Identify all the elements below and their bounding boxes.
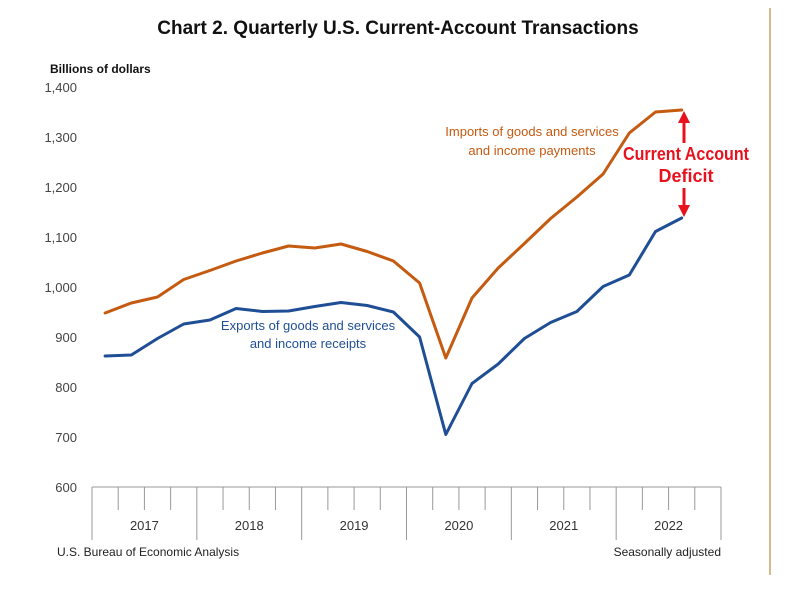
y-tick-label: 1,100 xyxy=(44,230,77,245)
exports-series-label: Exports of goods and services and income… xyxy=(221,318,396,351)
y-tick-label: 800 xyxy=(55,380,77,395)
y-tick-label: 1,000 xyxy=(44,280,77,295)
y-tick-label: 1,200 xyxy=(44,180,77,195)
chart-title: Chart 2. Quarterly U.S. Current-Account … xyxy=(157,18,638,39)
exports-label-line-1: Exports of goods and services xyxy=(221,318,396,333)
x-year-label: 2019 xyxy=(340,518,369,533)
arrow-down-head-icon xyxy=(678,205,690,217)
x-year-label: 2017 xyxy=(130,518,159,533)
annotation-line-2: Deficit xyxy=(658,166,713,186)
y-axis-ticks: 600 700 800 900 1,000 1,100 1,200 1,300 1,400 xyxy=(44,80,77,495)
imports-series-label: Imports of goods and services and income… xyxy=(445,124,619,158)
x-year-label: 2021 xyxy=(549,518,578,533)
y-axis-label: Billions of dollars xyxy=(50,62,151,76)
y-tick-label: 600 xyxy=(55,480,77,495)
exports-label-line-2: and income receipts xyxy=(250,336,367,351)
imports-label-line-1: Imports of goods and services xyxy=(445,124,619,139)
imports-label-line-2: and income payments xyxy=(468,143,596,158)
x-year-label: 2018 xyxy=(235,518,264,533)
y-tick-label: 1,300 xyxy=(44,130,77,145)
annotation-line-1: Current Account xyxy=(623,144,749,164)
x-year-label: 2022 xyxy=(654,518,683,533)
x-year-label: 2020 xyxy=(444,518,473,533)
y-tick-label: 700 xyxy=(55,430,77,445)
arrow-up-head-icon xyxy=(678,111,690,123)
footer-note: Seasonally adjusted xyxy=(614,545,721,559)
deficit-annotation: Current Account Deficit xyxy=(623,111,749,217)
series-lines xyxy=(105,110,682,435)
footer-source: U.S. Bureau of Economic Analysis xyxy=(57,545,239,559)
x-axis: 2017 2018 2019 2020 2021 2022 xyxy=(92,487,721,540)
y-tick-label: 900 xyxy=(55,330,77,345)
y-tick-label: 1,400 xyxy=(44,80,77,95)
